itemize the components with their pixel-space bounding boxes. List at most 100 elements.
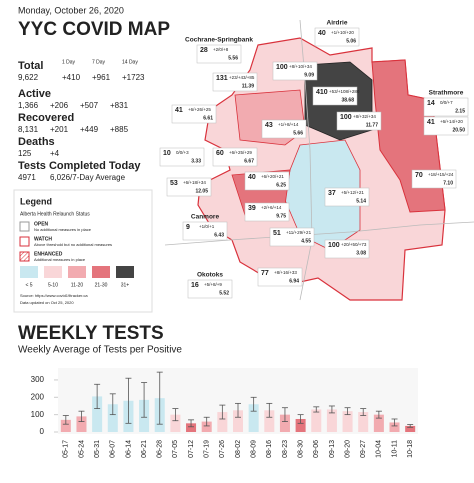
area-rate: 7.10 — [443, 180, 453, 186]
x-tick-label: 10-04 — [376, 440, 383, 458]
bar — [201, 421, 212, 432]
area-change: +6/+18/+34 — [183, 180, 206, 185]
area-rate: 9.75 — [276, 213, 286, 219]
road — [299, 19, 313, 301]
area-change: +8/+32/+34 — [353, 114, 376, 119]
area-box — [336, 111, 382, 131]
bar — [60, 419, 71, 432]
x-tick-label: 05-31 — [94, 440, 101, 458]
legend-subtitle: Alberta Health Relaunch Status — [20, 211, 90, 217]
x-tick-label: 07-26 — [219, 440, 226, 458]
area-change: +20/+50/+73 — [341, 242, 367, 247]
bar — [248, 404, 259, 432]
area-rate: 3.08 — [356, 250, 366, 256]
x-tick-label: 08-02 — [235, 440, 242, 458]
bar — [264, 410, 275, 432]
area-box — [212, 72, 258, 92]
column-head: 1 Day — [62, 59, 76, 65]
bar — [186, 423, 197, 432]
area-change: +6/+25/+29 — [229, 150, 252, 155]
area-cases: 100 — [276, 64, 288, 71]
area-cases: 37 — [328, 190, 336, 197]
area-cases: 41 — [175, 107, 183, 114]
area-change: +53/+108/+280 — [329, 89, 360, 94]
bar — [76, 416, 87, 432]
scale-swatch — [20, 266, 38, 278]
area-rate: 11.77 — [366, 122, 378, 128]
area-cases: 43 — [265, 122, 273, 129]
area-box — [261, 119, 307, 139]
area-box — [257, 267, 303, 287]
area-labels: 28 +2/0/+8 5.56 Cochrane-Springbank 40 +1/+10… — [159, 20, 469, 299]
stat-label: Recovered — [18, 112, 74, 124]
area-box — [244, 171, 290, 191]
stat-value: 8,131 — [18, 125, 39, 134]
y-tick-label: 300 — [31, 375, 45, 384]
area-change: +6/+20/+21 — [261, 174, 284, 179]
x-tick-label: 06-28 — [157, 440, 164, 458]
area-change: +1/0/+1 — [199, 224, 215, 229]
bar — [358, 412, 369, 432]
stat-change: +201 — [50, 125, 69, 134]
area-rate: 5.14 — [356, 198, 366, 204]
road — [164, 221, 474, 246]
bar — [326, 409, 337, 432]
stat-change: +507 — [80, 101, 99, 110]
area-change: +6/+14/+20 — [440, 119, 463, 124]
area-cases: 9 — [186, 224, 190, 231]
chart: WEEKLY TESTS Weekly Average of Tests per… — [18, 323, 418, 458]
area-cases: 39 — [248, 205, 256, 212]
area-rate: 4.55 — [301, 238, 311, 244]
y-tick-label: 200 — [31, 392, 45, 401]
y-tick-label: 100 — [31, 410, 45, 419]
tests-average: 6,026/7-Day Average — [50, 173, 126, 182]
x-tick-label: 10-18 — [407, 440, 414, 458]
area-change: +2/+6/+14 — [261, 205, 282, 210]
x-tick-label: 09-06 — [313, 440, 320, 458]
scale-label: 5-10 — [48, 282, 58, 288]
scale-swatch — [44, 266, 62, 278]
stat-value: 9,622 — [18, 73, 39, 82]
column-head: 14 Day — [122, 59, 138, 65]
area-cases: 70 — [415, 172, 423, 179]
stat-value: 1,366 — [18, 101, 39, 110]
updated: Data updated on Oct 25, 2020 — [20, 300, 74, 305]
area-cases: 131 — [216, 75, 228, 82]
x-tick-label: 07-05 — [172, 440, 179, 458]
x-tick-label: 06-14 — [125, 440, 132, 458]
area-cases: 100 — [328, 242, 340, 249]
area-rate: 5.66 — [293, 130, 303, 136]
title: YYC COVID MAP — [18, 19, 170, 40]
area-change: +2/0/+8 — [213, 47, 229, 52]
legend: Legend Alberta Health Relaunch Status OPEN… — [19, 196, 134, 305]
stat-change: +961 — [92, 73, 111, 82]
area-box — [182, 221, 228, 241]
area-rate: 3.33 — [191, 158, 201, 164]
area-change: +1/+10/+20 — [331, 30, 354, 35]
bar — [217, 412, 228, 432]
x-tick-label: 09-13 — [329, 440, 336, 458]
stat-change: +410 — [62, 73, 81, 82]
area-cases: 51 — [273, 230, 281, 237]
x-tick-label: 09-20 — [344, 440, 351, 458]
area-rate: 38.68 — [341, 97, 354, 103]
area-box — [212, 147, 258, 167]
area-box — [324, 187, 370, 207]
area-change: +8/+16/+33 — [274, 270, 297, 275]
area-box — [159, 147, 205, 167]
status-swatch — [19, 236, 30, 247]
area-box — [272, 61, 318, 81]
area-rate: 5.06 — [346, 38, 356, 44]
area-cases: 41 — [427, 119, 435, 126]
bar — [373, 414, 384, 432]
x-tick-label: 08-23 — [282, 440, 289, 458]
scale-swatch — [92, 266, 110, 278]
area-cases: 100 — [340, 114, 352, 121]
stat-change: +831 — [110, 101, 129, 110]
area-rate: 6.67 — [244, 158, 254, 164]
status-note: Additional measures in place — [34, 257, 86, 262]
bar — [295, 418, 306, 432]
area-cases: 16 — [191, 282, 199, 289]
